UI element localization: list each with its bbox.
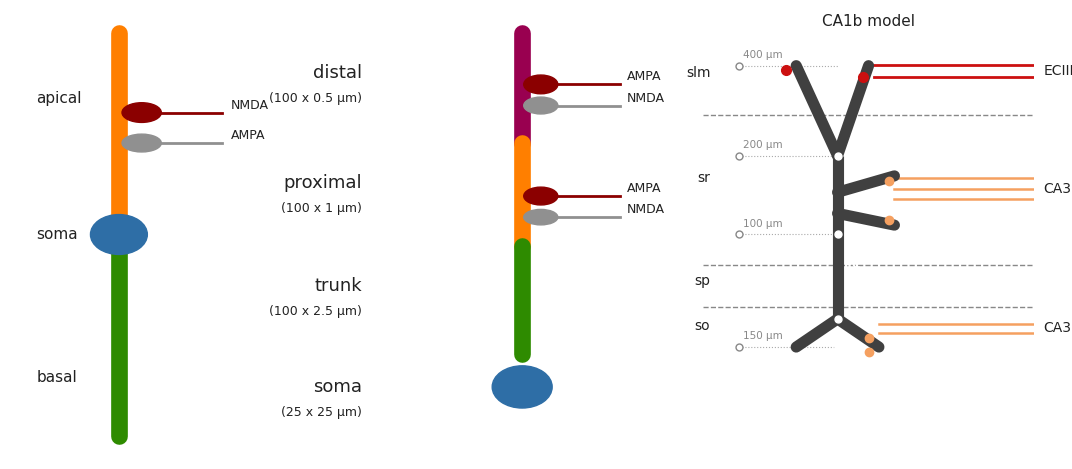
Text: sr: sr: [698, 171, 711, 185]
Text: (100 x 1 μm): (100 x 1 μm): [281, 202, 362, 215]
Text: basal: basal: [36, 370, 77, 385]
Text: NMDA: NMDA: [627, 203, 665, 216]
Text: proximal: proximal: [283, 174, 362, 192]
Text: 400 μm: 400 μm: [744, 50, 783, 60]
Text: CA1b model: CA1b model: [822, 14, 915, 29]
Text: apical: apical: [36, 91, 81, 106]
Text: AMPA: AMPA: [627, 70, 661, 83]
Text: NMDA: NMDA: [230, 98, 269, 112]
Text: (25 x 25 μm): (25 x 25 μm): [281, 406, 362, 419]
Text: trunk: trunk: [314, 277, 362, 295]
Text: sp: sp: [695, 274, 711, 288]
Text: PC: PC: [844, 260, 860, 270]
Text: 200 μm: 200 μm: [744, 140, 783, 150]
Text: distal: distal: [313, 64, 362, 82]
Ellipse shape: [524, 187, 557, 205]
Text: AMPA: AMPA: [230, 129, 265, 142]
Ellipse shape: [122, 134, 161, 152]
Text: soma: soma: [313, 378, 362, 396]
Ellipse shape: [524, 75, 557, 94]
Text: so: so: [695, 319, 711, 333]
Text: CA3: CA3: [1043, 182, 1071, 196]
Text: ECIII: ECIII: [1043, 64, 1072, 78]
Ellipse shape: [524, 97, 557, 114]
Text: 100 μm: 100 μm: [744, 219, 783, 229]
Text: (100 x 2.5 μm): (100 x 2.5 μm): [269, 305, 362, 318]
Ellipse shape: [524, 209, 557, 225]
Text: CA3: CA3: [1043, 321, 1071, 335]
Text: 150 μm: 150 μm: [744, 332, 784, 341]
Text: AMPA: AMPA: [627, 182, 661, 195]
Ellipse shape: [90, 215, 147, 254]
Ellipse shape: [492, 366, 552, 408]
Text: NMDA: NMDA: [627, 91, 665, 105]
Text: (100 x 0.5 μm): (100 x 0.5 μm): [269, 92, 362, 105]
Text: soma: soma: [36, 227, 78, 242]
Text: slm: slm: [686, 66, 711, 80]
Ellipse shape: [122, 103, 161, 122]
